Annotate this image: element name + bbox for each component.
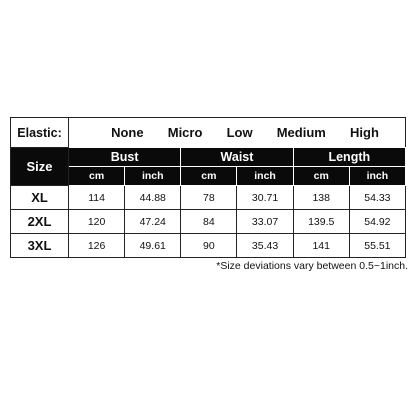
unit-header: inch: [348, 166, 407, 186]
unit-header: inch: [236, 166, 294, 186]
unit-header-row: cm inch cm inch cm inch: [11, 166, 407, 186]
elastic-option: Micro: [167, 125, 203, 140]
size-header: Size: [10, 147, 69, 186]
table-cell: 55.51: [348, 233, 407, 258]
table-cell: 141: [292, 233, 350, 258]
size-cell: 2XL: [10, 209, 69, 234]
unit-header: cm: [180, 166, 238, 186]
table-cell: 84: [180, 209, 238, 234]
table-cell: 44.88: [124, 185, 182, 210]
elastic-option: High: [350, 125, 379, 140]
table-cell: 54.33: [348, 185, 407, 210]
group-header-row: Size Bust Waist Length: [10, 147, 407, 186]
size-cell: 3XL: [10, 233, 69, 258]
unit-header: cm: [292, 166, 350, 186]
size-deviation-note: *Size deviations vary between 0.5~1inch.: [216, 260, 408, 272]
size-cell: XL: [10, 185, 69, 210]
table-row: 3XL 126 49.61 90 35.43 141 55.51: [10, 233, 407, 258]
elastic-options: None Micro Low Medium High: [69, 125, 405, 140]
elastic-label: Elastic:: [11, 118, 69, 147]
group-header-length: Length: [292, 147, 407, 167]
table-cell: 126: [67, 233, 126, 258]
table-cell: 114: [67, 185, 126, 210]
unit-header: cm: [67, 166, 126, 186]
table-cell: 139.5: [292, 209, 350, 234]
table-cell: 47.24: [124, 209, 182, 234]
table-cell: 90: [180, 233, 238, 258]
unit-header: inch: [124, 166, 182, 186]
table-cell: 54.92: [348, 209, 407, 234]
size-table: Size Bust Waist Length cm inch cm inch c…: [10, 147, 407, 258]
elastic-row: Elastic: None Micro Low Medium High: [10, 117, 406, 147]
group-header-bust: Bust: [67, 147, 182, 167]
elastic-option: Medium: [276, 125, 326, 140]
table-cell: 49.61: [124, 233, 182, 258]
elastic-option: Low: [226, 125, 253, 140]
table-cell: 120: [67, 209, 126, 234]
group-header-waist: Waist: [180, 147, 294, 167]
table-cell: 33.07: [236, 209, 294, 234]
table-cell: 35.43: [236, 233, 294, 258]
elastic-option: None: [111, 125, 144, 140]
table-cell: 30.71: [236, 185, 294, 210]
table-row: 2XL 120 47.24 84 33.07 139.5 54.92: [10, 209, 407, 234]
table-row: XL 114 44.88 78 30.71 138 54.33: [10, 185, 407, 210]
size-chart: Elastic: None Micro Low Medium High Size…: [10, 117, 407, 258]
table-cell: 78: [180, 185, 238, 210]
table-cell: 138: [292, 185, 350, 210]
